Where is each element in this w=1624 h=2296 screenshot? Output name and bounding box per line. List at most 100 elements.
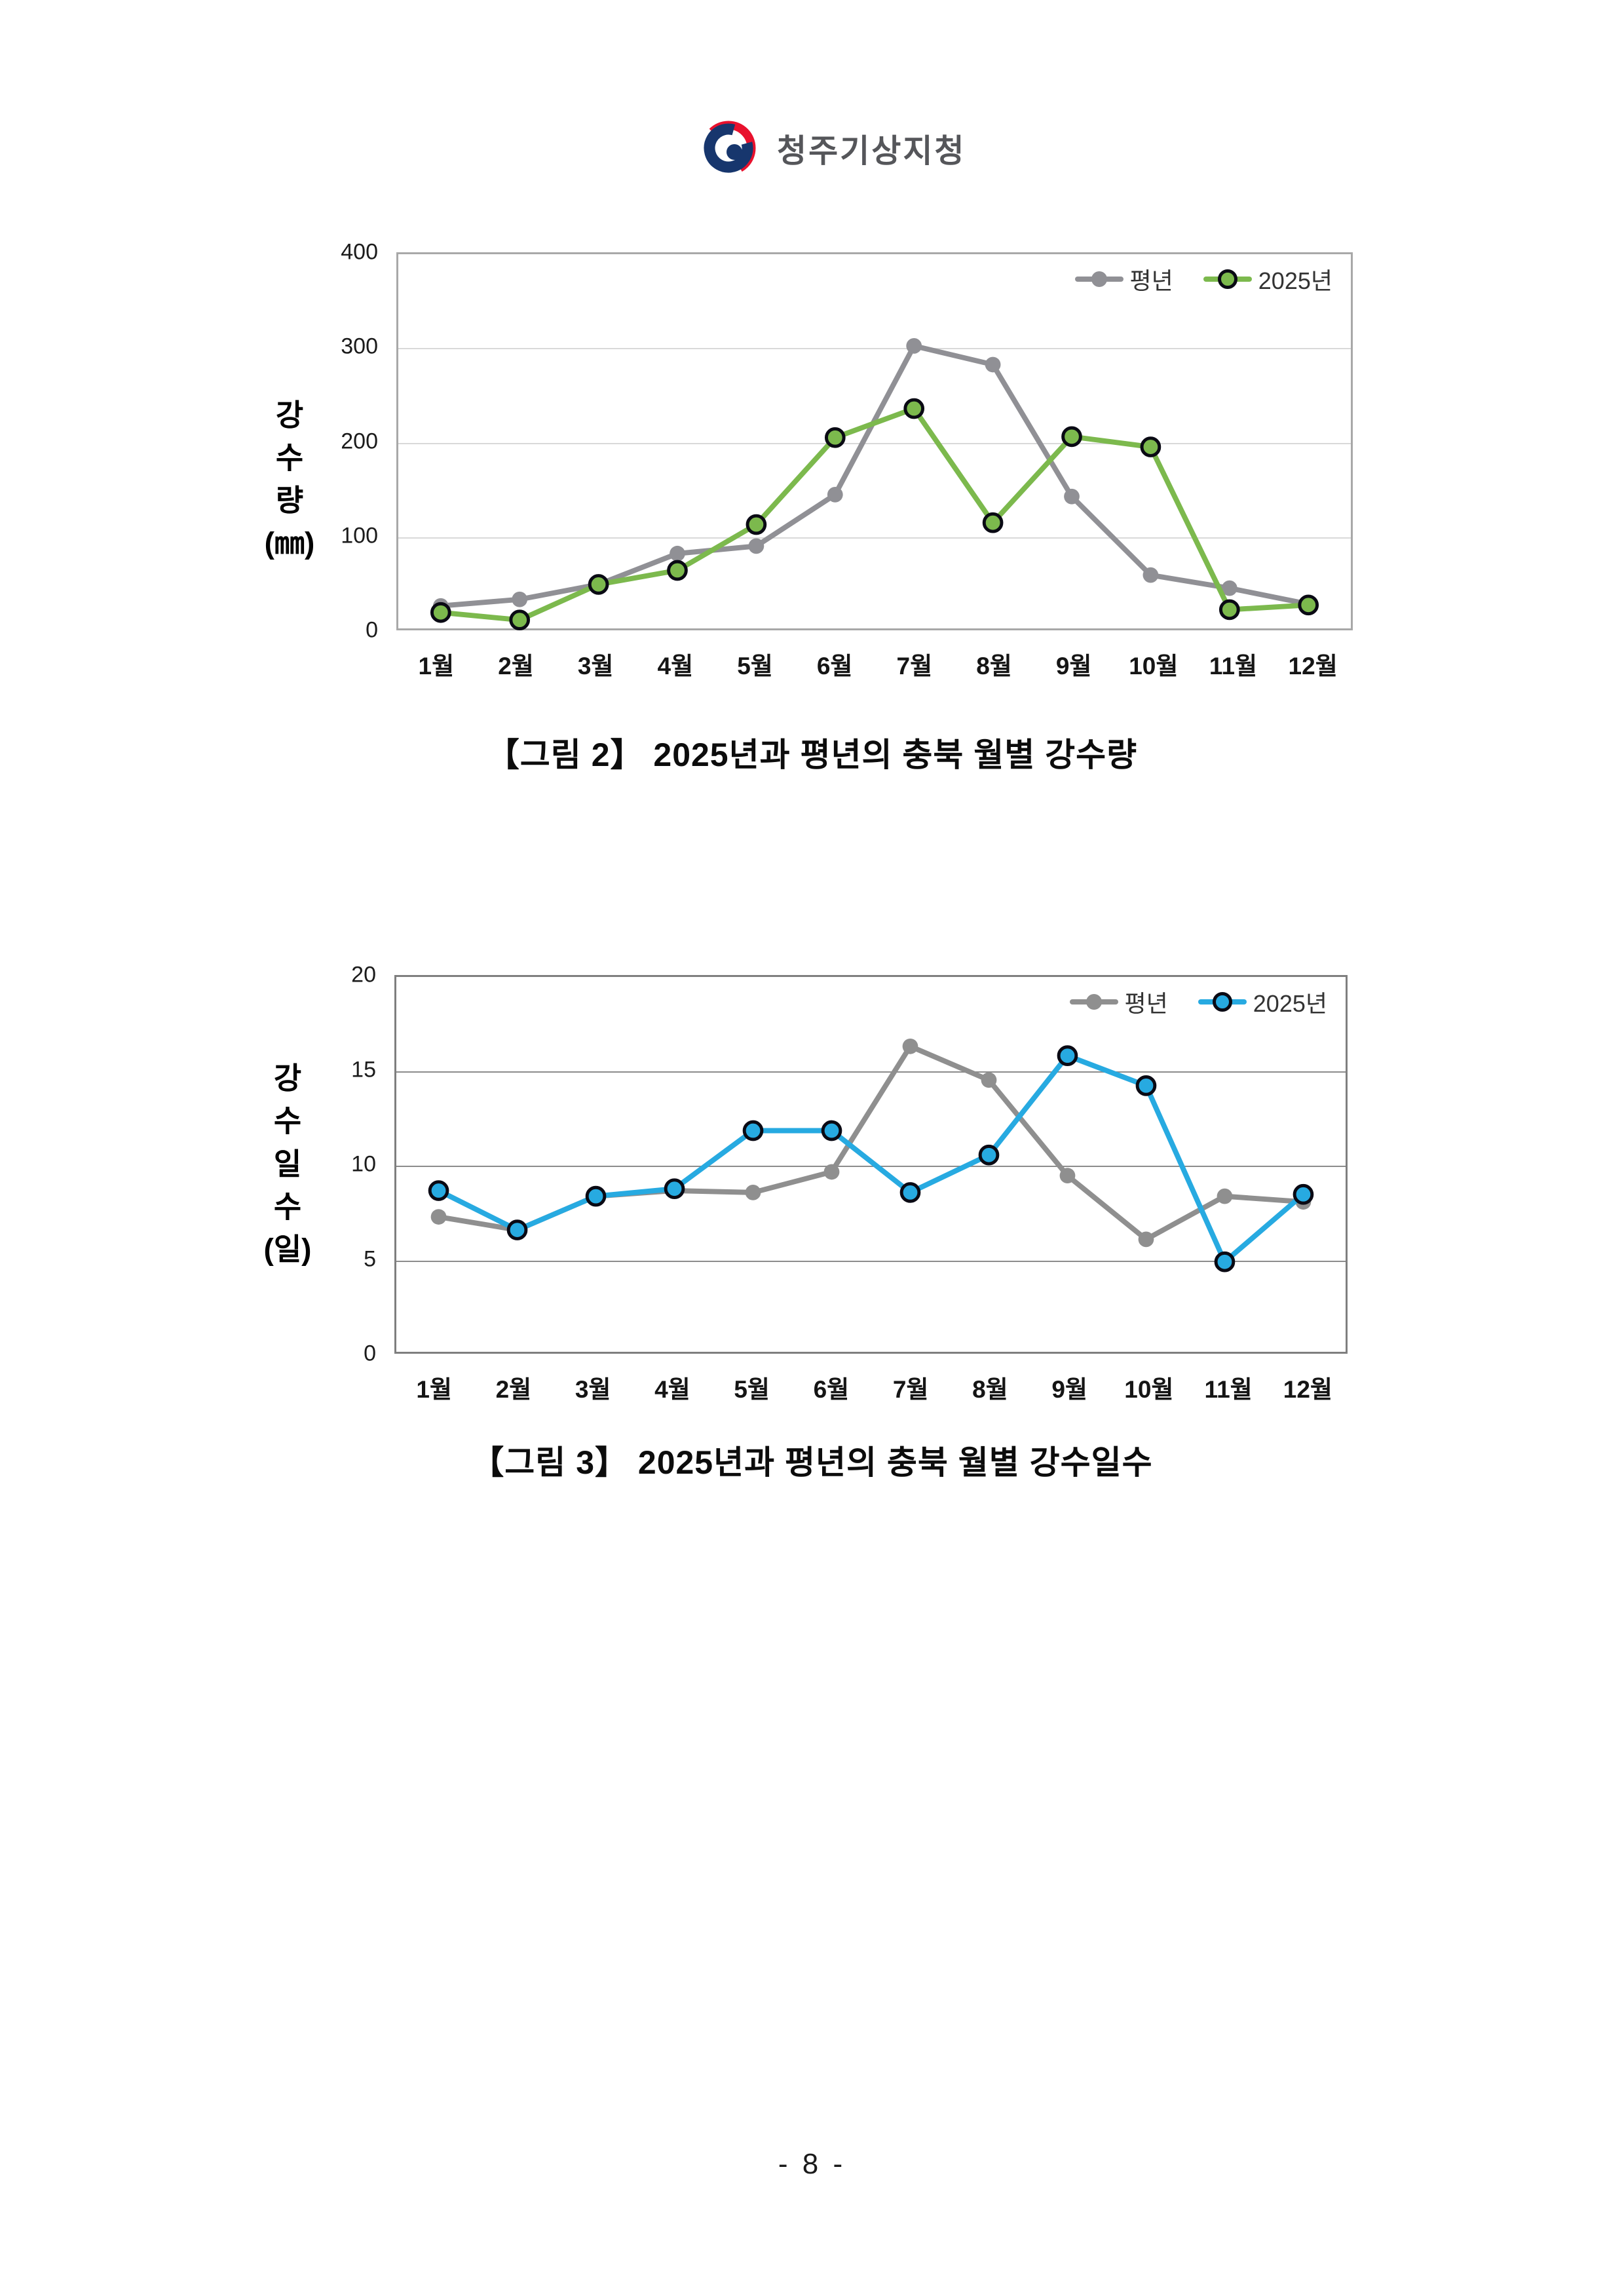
data-point-marker	[1214, 1251, 1236, 1272]
x-tick-label: 4월	[657, 653, 694, 679]
x-tick-label: 1월	[418, 653, 455, 679]
x-tick-label: 4월	[654, 1376, 690, 1403]
y-axis-title-line: 수	[275, 440, 304, 475]
x-tick-label: 10월	[1124, 1376, 1174, 1403]
data-point-marker	[981, 1072, 997, 1088]
data-point-marker	[821, 1120, 842, 1141]
data-point-marker	[902, 1038, 918, 1054]
data-point-marker	[667, 560, 688, 581]
y-axis-title-line: 일	[273, 1147, 302, 1181]
y-tick-label: 20	[351, 962, 376, 987]
x-tick-label: 9월	[1051, 1376, 1087, 1403]
x-tick-label: 2월	[495, 1376, 532, 1403]
legend-item: 2025년	[1198, 985, 1327, 1019]
series-line-평년	[438, 343, 1312, 609]
chart-legend: 평년 2025년	[1069, 985, 1327, 1019]
data-point-marker	[985, 356, 1001, 373]
data-point-marker	[978, 1144, 1000, 1166]
gridline	[398, 348, 1351, 350]
y-tick-label: 5	[364, 1246, 376, 1271]
figure-2-precipitation-amount-chart: 강 수 량 (㎜) 평년 2025년 0 100 200 300 400 1월 2월 3월 4월 5월 6…	[265, 240, 1353, 679]
data-point-marker	[1135, 1075, 1157, 1096]
data-point-marker	[1059, 1168, 1076, 1184]
data-point-marker	[827, 486, 843, 503]
x-tick-label: 3월	[575, 1376, 611, 1403]
data-point-marker	[585, 1185, 607, 1207]
x-tick-label: 3월	[577, 653, 614, 679]
data-point-marker	[1142, 567, 1159, 583]
x-tick-label: 11월	[1204, 1376, 1253, 1403]
gridline	[396, 1071, 1346, 1073]
y-axis-title-line: 량	[275, 483, 304, 518]
data-point-marker	[428, 1180, 449, 1201]
data-point-marker	[1140, 436, 1161, 457]
legend-label: 평년	[1129, 267, 1173, 294]
data-point-marker	[748, 538, 765, 554]
y-tick-label: 0	[364, 1341, 376, 1366]
agency-logo: 청주기상지청	[696, 115, 966, 181]
x-tick-label: 12월	[1288, 653, 1338, 679]
data-point-marker	[742, 1120, 764, 1141]
x-tick-label: 10월	[1129, 653, 1179, 679]
x-tick-label: 8월	[972, 1376, 1008, 1403]
data-point-marker	[745, 1185, 761, 1200]
y-axis-title-line: (일)	[263, 1232, 312, 1267]
x-tick-label: 8월	[976, 653, 1012, 679]
y-axis-title: 강 수 일 수 (일)	[245, 1058, 330, 1272]
gridline	[398, 537, 1351, 539]
legend-label: 2025년	[1258, 267, 1332, 294]
data-point-marker	[588, 574, 609, 595]
legend-swatch-icon	[1074, 268, 1124, 290]
legend-swatch-icon	[1198, 991, 1247, 1013]
data-point-marker	[899, 1182, 921, 1203]
data-point-marker	[509, 609, 531, 630]
data-point-marker	[506, 1219, 528, 1240]
data-point-marker	[670, 545, 685, 562]
x-tick-label: 7월	[892, 1376, 929, 1403]
x-tick-label: 11월	[1209, 653, 1258, 679]
x-tick-label: 5월	[734, 1376, 770, 1403]
legend-swatch-icon	[1069, 991, 1118, 1013]
legend-label: 2025년	[1253, 990, 1327, 1017]
data-point-marker	[430, 602, 451, 623]
series-line-2025년	[436, 1053, 1306, 1265]
data-point-marker	[1138, 1231, 1154, 1248]
x-tick-label: 1월	[416, 1376, 452, 1403]
data-point-marker	[903, 398, 925, 419]
data-point-marker	[1061, 426, 1082, 448]
legend-swatch-icon	[1203, 268, 1252, 290]
y-axis-title: 강 수 량 (㎜)	[247, 394, 332, 565]
legend-item: 2025년	[1203, 262, 1332, 296]
y-tick-label: 200	[341, 429, 378, 453]
x-tick-label: 9월	[1055, 653, 1092, 679]
y-axis-title-line: (㎜)	[264, 526, 315, 560]
y-tick-label: 0	[366, 617, 378, 643]
data-point-marker	[1293, 1183, 1314, 1205]
legend-label: 평년	[1124, 990, 1168, 1017]
gridline	[396, 1260, 1346, 1262]
data-point-marker	[664, 1178, 685, 1200]
data-point-marker	[1064, 488, 1080, 505]
y-tick-label: 400	[341, 239, 378, 265]
data-point-marker	[1057, 1045, 1078, 1066]
data-point-marker	[746, 514, 767, 535]
x-tick-label: 2월	[498, 653, 534, 679]
y-tick-label: 10	[351, 1151, 376, 1177]
data-point-marker	[1218, 599, 1240, 621]
series-lines	[428, 1038, 1314, 1272]
y-tick-label: 100	[341, 523, 378, 548]
data-point-marker	[982, 512, 1004, 533]
data-point-marker	[1298, 594, 1319, 616]
page-number: - 8 -	[778, 2148, 846, 2180]
y-axis-title-line: 수	[273, 1104, 302, 1139]
gridline	[396, 1166, 1346, 1167]
agency-name: 청주기상지청	[777, 133, 966, 169]
data-point-marker	[824, 427, 846, 448]
figure-3-caption: 【그림 3】 2025년과 평년의 충북 월별 강수일수	[471, 1444, 1153, 1481]
data-point-marker	[512, 591, 528, 607]
figure-3-precipitation-days-chart: 강 수 일 수 (일) 평년 2025년 0 5 10 15 20 1월 2월 3월 4월 5월 6월 7월 8…	[264, 963, 1348, 1403]
x-tick-label: 5월	[737, 653, 773, 679]
data-point-marker	[430, 1209, 447, 1225]
government-emblem-icon	[701, 121, 756, 176]
legend-item: 평년	[1069, 985, 1168, 1019]
